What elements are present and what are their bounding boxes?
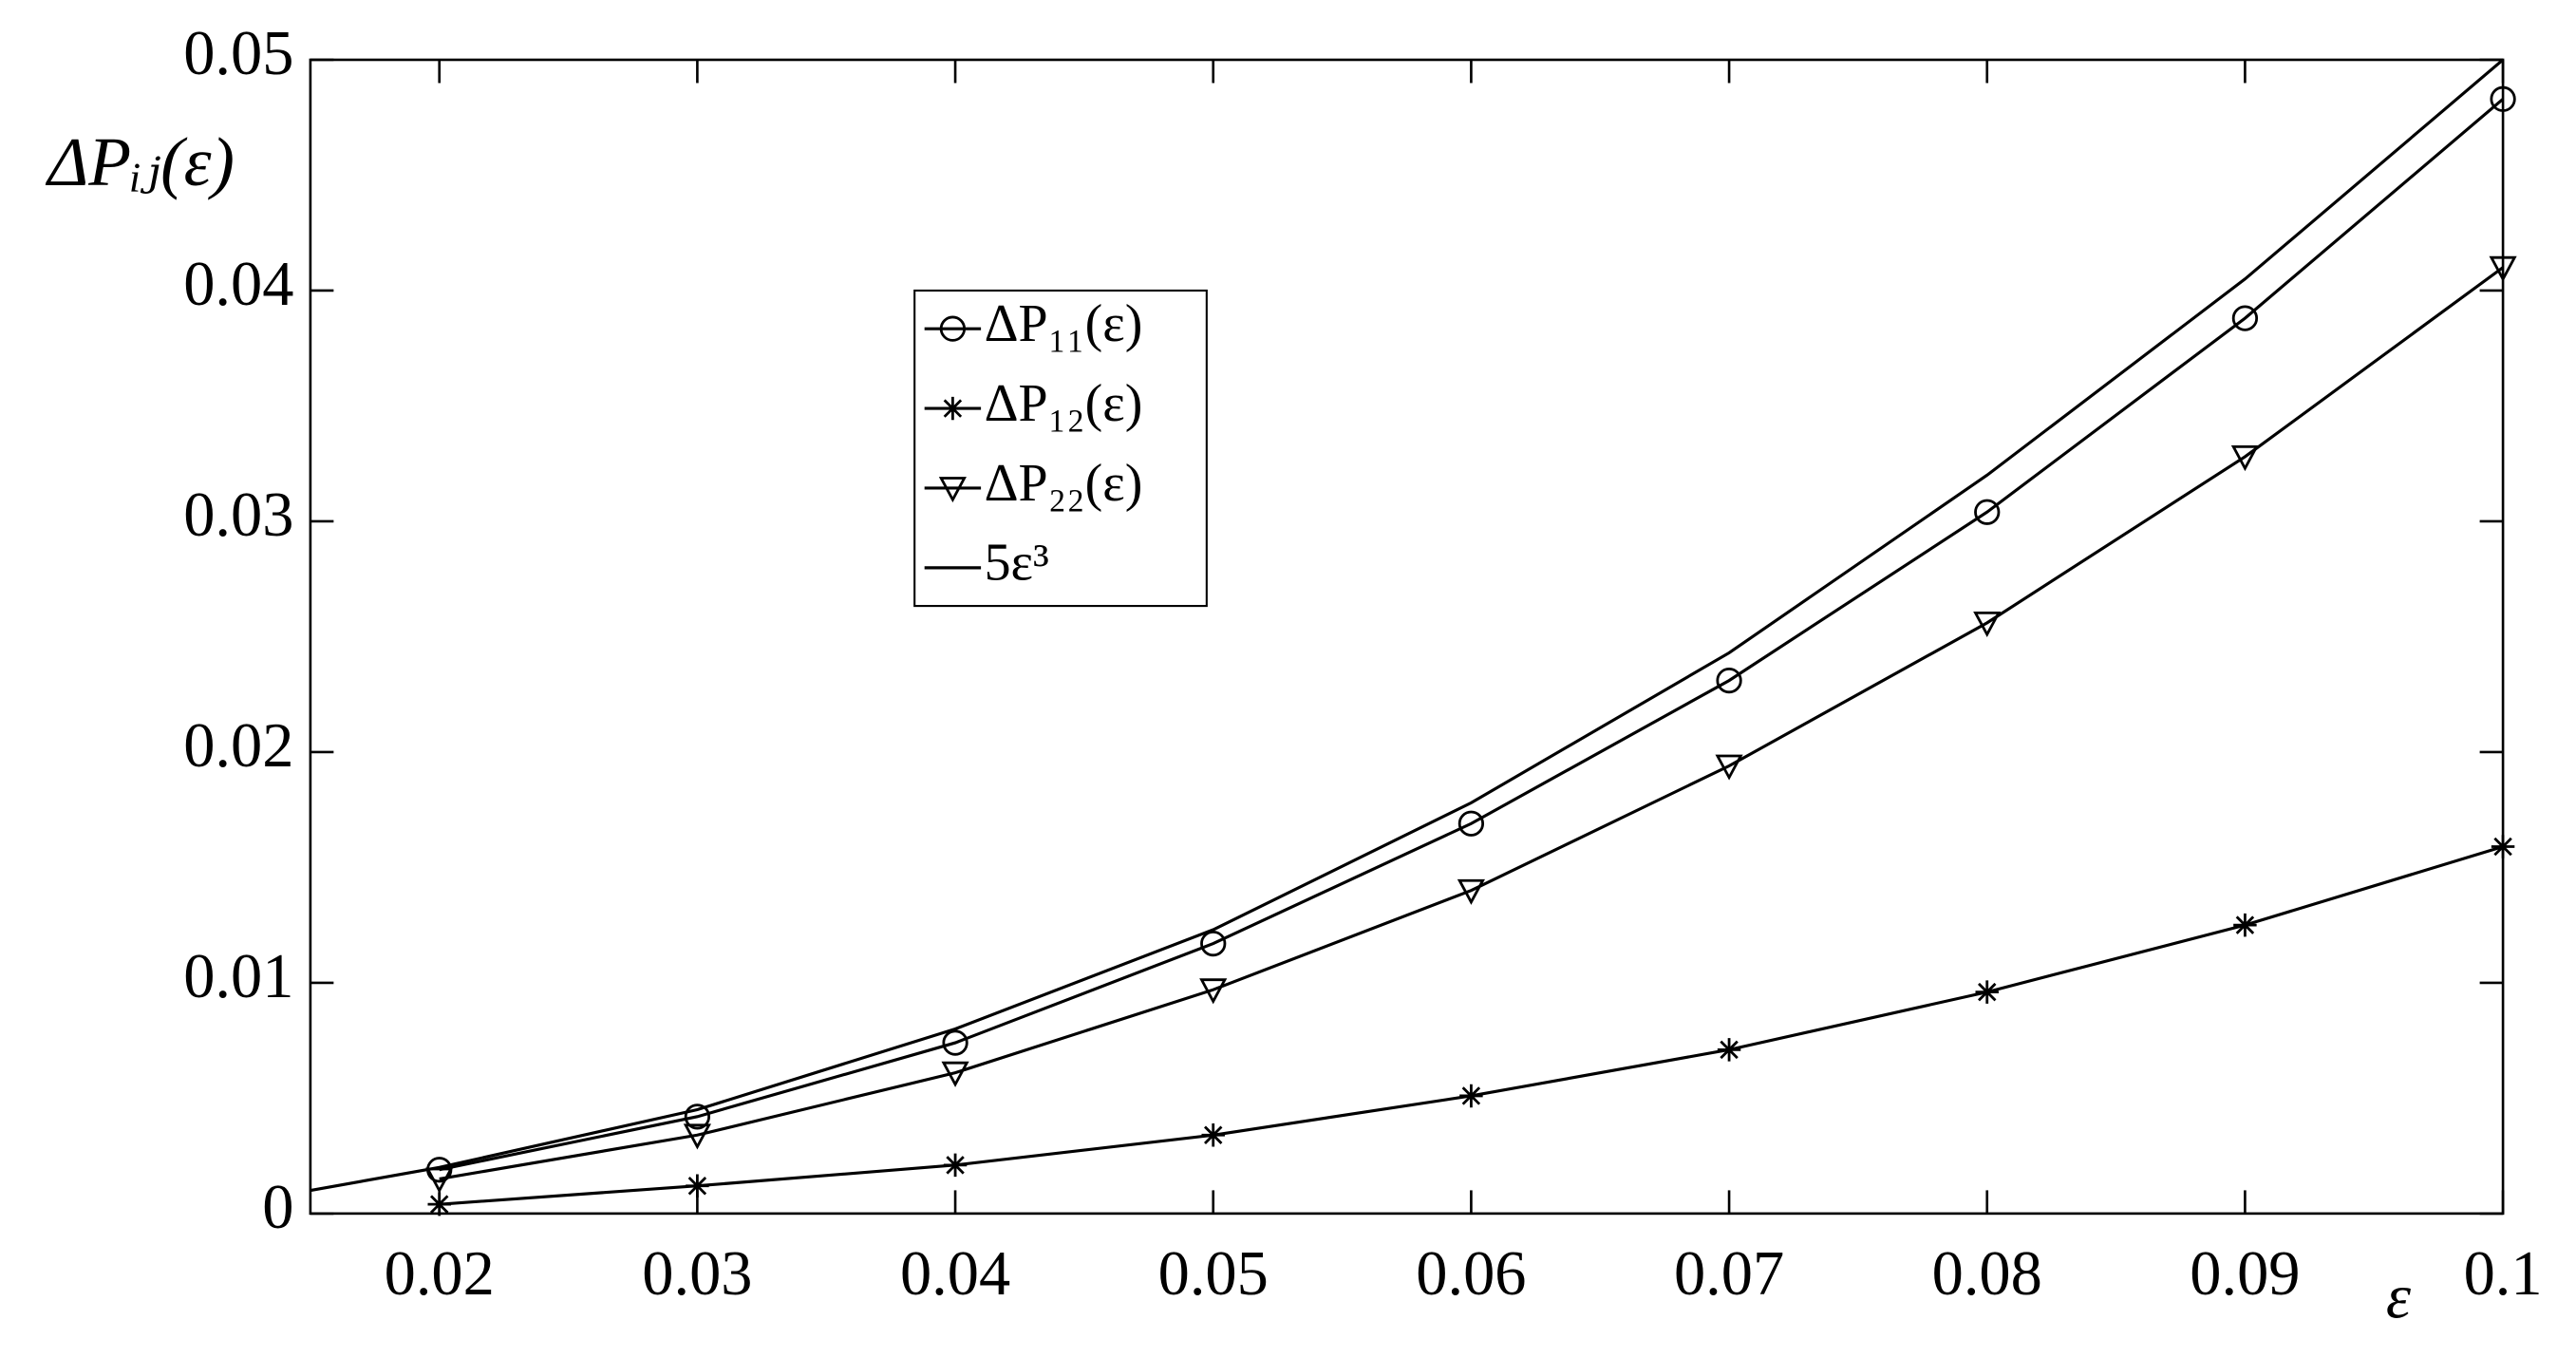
- marker: [1975, 980, 1999, 1004]
- marker: [2489, 255, 2517, 282]
- y-tick-label: 0.01: [183, 942, 293, 1011]
- legend-marker: [941, 396, 965, 421]
- legend-label: ΔP₁₁(ε): [985, 294, 1143, 353]
- legend-box: [913, 289, 1208, 608]
- y-tick-label: 0.05: [183, 19, 293, 88]
- marker: [427, 1192, 451, 1217]
- x-tick-label: 0.08: [1932, 1239, 2042, 1309]
- series-line: [439, 98, 2505, 1172]
- y-tick-label: 0.02: [183, 711, 293, 781]
- y-tick-label: 0: [262, 1173, 293, 1242]
- x-tick-label: 0.04: [900, 1239, 1010, 1309]
- marker: [686, 1174, 709, 1198]
- marker: [1974, 499, 2001, 525]
- y-tick-label: 0.03: [183, 481, 293, 550]
- marker: [942, 1029, 968, 1056]
- y-tick-label: 0.04: [183, 250, 293, 319]
- series-line: [310, 58, 2505, 1193]
- series-line: [439, 266, 2505, 1180]
- marker: [1717, 1038, 1741, 1062]
- x-tick-label: 0.03: [642, 1239, 752, 1309]
- marker: [1459, 1084, 1483, 1108]
- legend-label: ΔP₂₂(ε): [985, 454, 1143, 513]
- x-tick-label: 0.06: [1416, 1239, 1526, 1309]
- legend-marker: [938, 477, 967, 503]
- marker: [684, 1103, 711, 1130]
- marker: [1457, 878, 1485, 905]
- y-axis-label: ΔPᵢⱼ(ε): [45, 123, 235, 200]
- marker: [2231, 305, 2259, 331]
- legend-label: 5ε³: [985, 534, 1049, 593]
- marker: [1200, 930, 1227, 957]
- marker: [425, 1167, 454, 1194]
- marker: [2230, 445, 2259, 472]
- marker: [1973, 611, 2002, 638]
- x-tick-label: 0.05: [1158, 1239, 1269, 1309]
- marker: [1201, 1123, 1225, 1147]
- legend-label: ΔP₁₂(ε): [985, 374, 1143, 433]
- x-tick-label: 0.02: [385, 1239, 495, 1309]
- x-tick-label: 0.09: [2190, 1239, 2300, 1309]
- marker: [683, 1123, 711, 1150]
- marker: [941, 1061, 969, 1087]
- marker: [1199, 978, 1228, 1005]
- marker: [2233, 913, 2257, 937]
- marker: [2491, 835, 2515, 858]
- marker: [1457, 810, 1485, 837]
- marker: [943, 1153, 968, 1178]
- marker: [2490, 85, 2516, 112]
- plot-frame: [309, 58, 2505, 1216]
- x-tick-label: 0.07: [1674, 1239, 1784, 1309]
- x-tick-label: 0.1: [2464, 1239, 2543, 1309]
- x-axis-label: ε: [2386, 1263, 2412, 1332]
- marker: [1716, 667, 1742, 694]
- marker: [1715, 754, 1743, 781]
- legend-marker: [939, 315, 967, 342]
